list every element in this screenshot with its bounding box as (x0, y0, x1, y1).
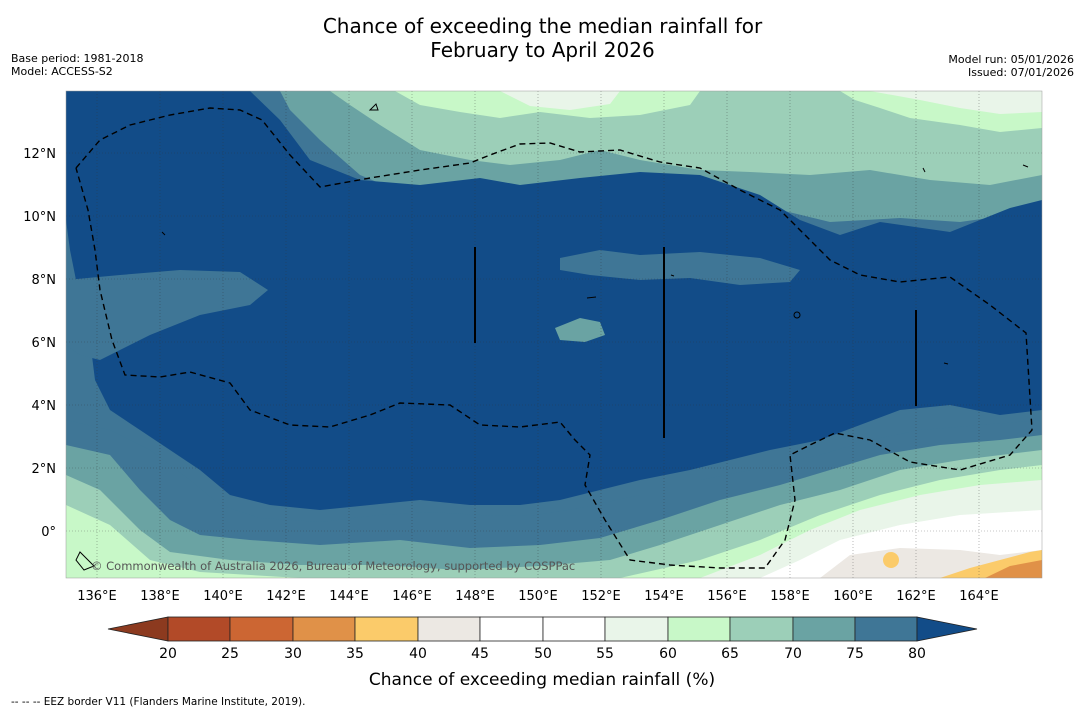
colorbar-45-50 (479, 616, 544, 642)
colorbar-above-80 (916, 616, 978, 642)
lon-label: 160°E (833, 589, 873, 604)
latitude-labels: 12°N 10°N 8°N 6°N 4°N 2°N 0° (23, 147, 56, 540)
lat-label: 0° (41, 525, 56, 540)
title-line-2: February to April 2026 (430, 38, 655, 62)
lon-label: 152°E (581, 589, 621, 604)
issued-date: Issued: 07/01/2026 (967, 66, 1074, 79)
map-gridlines (66, 91, 1042, 578)
colorbar (107, 616, 978, 642)
lat-label: 12°N (23, 147, 56, 162)
colorbar-below-20 (107, 616, 169, 642)
run-info: Model run: 05/01/2026 Issued: 07/01/2026 (948, 53, 1074, 79)
lon-label: 158°E (770, 589, 810, 604)
colorbar-tick: 35 (346, 646, 364, 662)
lon-label: 138°E (140, 589, 180, 604)
lat-label: 10°N (23, 210, 56, 225)
colorbar-40-45 (417, 616, 481, 642)
eez-border-palau-fsm (75, 107, 1033, 569)
lat-label: 6°N (32, 336, 57, 351)
colorbar-tick: 50 (534, 646, 552, 662)
colorbar-tick: 75 (846, 646, 864, 662)
band-75-80-tongue (66, 270, 268, 360)
lon-label: 136°E (77, 589, 117, 604)
colorbar-35-40 (354, 616, 419, 642)
band-55-60-north (500, 91, 620, 110)
colorbar-30-35 (292, 616, 356, 642)
islands (75, 103, 1029, 571)
band-55-60-ne (870, 91, 1042, 114)
colorbar-50-55 (542, 616, 606, 642)
map-title: Chance of exceeding the median rainfall … (0, 14, 1085, 62)
colorbar-tick: 40 (409, 646, 427, 662)
lon-label: 150°E (518, 589, 558, 604)
colorbar-65-70 (729, 616, 794, 642)
colorbar-label: Chance of exceeding median rainfall (%) (369, 670, 715, 690)
colorbar-tick: 65 (721, 646, 739, 662)
lat-label: 8°N (32, 273, 57, 288)
copyright-text: © Commonwealth of Australia 2026, Bureau… (91, 559, 575, 573)
model-run: Model run: 05/01/2026 (948, 53, 1074, 66)
colorbar-60-65 (667, 616, 731, 642)
band-75-80-patch-east (560, 250, 800, 285)
lat-label: 4°N (32, 399, 57, 414)
base-period: Base period: 1981-2018 (11, 52, 144, 65)
band-75-80-patch (555, 318, 605, 342)
colorbar-tick: 30 (284, 646, 302, 662)
lon-label: 156°E (707, 589, 747, 604)
lon-label: 140°E (203, 589, 243, 604)
lon-label: 154°E (644, 589, 684, 604)
colorbar-tick: 70 (784, 646, 802, 662)
eez-legend: -- -- -- EEZ border V11 (Flanders Marine… (11, 696, 306, 708)
colorbar-ticks: 20 25 30 35 40 45 50 55 60 65 70 75 80 (159, 646, 926, 662)
colorbar-20-25 (167, 616, 231, 642)
lat-label: 2°N (32, 462, 57, 477)
colorbar-tick: 55 (596, 646, 614, 662)
colorbar-75-80 (854, 616, 918, 642)
colorbar-25-30 (229, 616, 294, 642)
model-name: Model: ACCESS-S2 (11, 65, 113, 78)
rainfall-map: © Commonwealth of Australia 2026, Bureau… (66, 91, 1042, 578)
colorbar-70-75 (792, 616, 856, 642)
lon-label: 146°E (392, 589, 432, 604)
colorbar-tick: 80 (908, 646, 926, 662)
band-35-40-spot (883, 552, 899, 568)
colorbar-tick: 25 (221, 646, 239, 662)
model-info: Base period: 1981-2018 Model: ACCESS-S2 (11, 52, 143, 78)
colorbar-tick: 60 (659, 646, 677, 662)
colorbar-tick: 45 (471, 646, 489, 662)
band-30-35-south (985, 560, 1042, 578)
lon-label: 162°E (896, 589, 936, 604)
colorbar-tick: 20 (159, 646, 177, 662)
lon-label: 144°E (329, 589, 369, 604)
colorbar-55-60 (604, 616, 669, 642)
lon-label: 142°E (266, 589, 306, 604)
lon-label: 148°E (455, 589, 495, 604)
title-line-1: Chance of exceeding the median rainfall … (322, 14, 763, 38)
map-frame (65, 90, 1043, 579)
boundary-lines (474, 247, 917, 438)
longitude-labels: 136°E 138°E 140°E 142°E 144°E 146°E 148°… (77, 589, 999, 604)
lon-label: 164°E (959, 589, 999, 604)
